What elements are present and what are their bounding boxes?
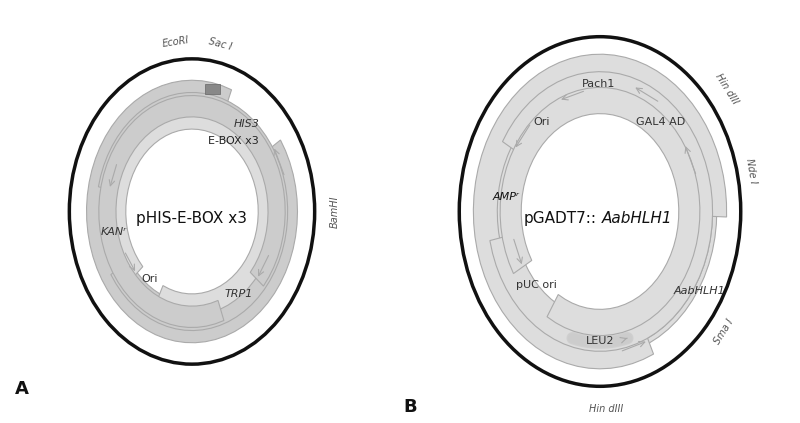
Polygon shape [500,88,700,335]
Text: E-BOX x3: E-BOX x3 [208,136,258,146]
Text: Sma I: Sma I [713,318,736,346]
Polygon shape [492,77,708,346]
Polygon shape [98,93,288,330]
Text: Ori: Ori [142,274,158,284]
Text: Hin dIII: Hin dIII [589,404,623,414]
Text: pHIS-E-BOX x3: pHIS-E-BOX x3 [137,211,247,226]
Polygon shape [474,54,726,369]
Polygon shape [490,71,713,351]
Text: Pach1: Pach1 [582,79,615,89]
Polygon shape [483,74,717,357]
Text: AabHLH1: AabHLH1 [602,212,672,226]
Text: Ori: Ori [534,117,550,127]
Text: GAL4 AD: GAL4 AD [636,117,686,127]
Text: AMPʳ: AMPʳ [493,192,520,202]
Polygon shape [487,72,713,352]
Text: HIS3: HIS3 [234,119,260,129]
Text: LEU2: LEU2 [586,336,614,346]
Polygon shape [99,96,286,327]
Text: Sac I: Sac I [208,36,234,52]
Text: BamHI: BamHI [330,195,339,228]
Text: pGADT7::: pGADT7:: [524,212,597,226]
Text: A: A [14,380,29,398]
Text: Hin dIII: Hin dIII [713,71,740,106]
Text: Nde I: Nde I [744,158,758,185]
Text: EcoRI: EcoRI [161,35,190,49]
Bar [206,84,221,94]
Polygon shape [86,80,298,343]
Text: B: B [403,398,417,416]
Text: AabHLH1: AabHLH1 [674,286,725,297]
Text: KANʳ: KANʳ [101,227,127,237]
Polygon shape [109,108,275,315]
Text: TRP1: TRP1 [224,289,253,299]
Text: pUC ori: pUC ori [516,280,557,291]
